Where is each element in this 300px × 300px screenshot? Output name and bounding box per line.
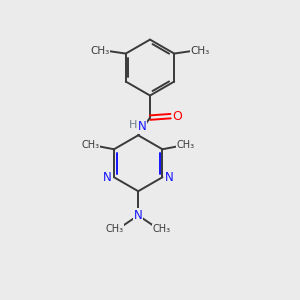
Text: O: O	[172, 110, 182, 123]
Text: CH₃: CH₃	[190, 46, 210, 56]
Text: N: N	[138, 120, 147, 133]
Text: CH₃: CH₃	[177, 140, 195, 150]
Text: N: N	[134, 209, 142, 222]
Text: N: N	[164, 171, 173, 184]
Text: H: H	[129, 120, 137, 130]
Text: CH₃: CH₃	[153, 224, 171, 234]
Text: CH₃: CH₃	[81, 140, 100, 150]
Text: CH₃: CH₃	[106, 224, 124, 234]
Text: CH₃: CH₃	[90, 46, 110, 56]
Text: N: N	[103, 171, 112, 184]
